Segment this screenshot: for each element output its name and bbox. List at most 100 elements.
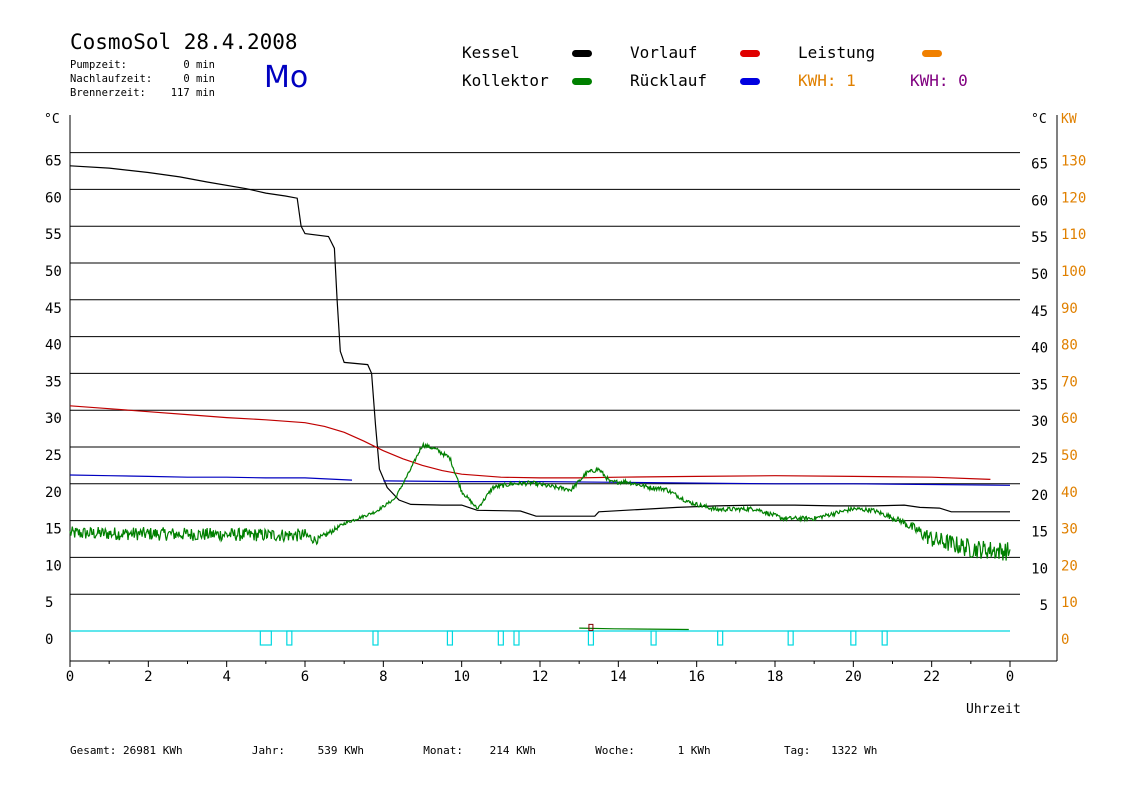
kw-tick-label-80: 80 (1061, 338, 1078, 354)
y-tick-right-label-65: 65 (1031, 157, 1048, 173)
y-tick-label-30: 30 (45, 411, 62, 427)
kw-tick-label-70: 70 (1061, 374, 1078, 390)
kw-tick-label-60: 60 (1061, 411, 1078, 427)
cyan-marker-9 (787, 630, 794, 646)
x-tick-label-5: 10 (453, 669, 470, 685)
footer-jahr-value: 539 KWh (317, 744, 364, 757)
y-tick-label-65: 65 (45, 154, 62, 170)
y-tick-right-label-15: 15 (1031, 525, 1048, 541)
x-tick-label-4: 8 (379, 669, 387, 685)
legend-ruecklauf-swatch (740, 78, 760, 85)
cyan-marker-7 (650, 630, 657, 646)
series-ruecklauf-3 (383, 480, 1011, 486)
stat-pumpzeit: Pumpzeit: 0 min (70, 59, 215, 71)
x-tick-label-0: 0 (66, 669, 74, 685)
series-leistung-5 (579, 627, 689, 631)
x-axis-label: Uhrzeit (966, 702, 1021, 717)
series-lines (69, 165, 1011, 631)
footer-tag-label: Tag: (783, 744, 811, 757)
y-tick-right-label-35: 35 (1031, 377, 1048, 393)
footer-woche-value: 1 KWh (677, 744, 711, 757)
y-tick-right-label-55: 55 (1031, 230, 1048, 246)
y-tick-right-label-5: 5 (1040, 598, 1048, 614)
footer-tag-value: 1322 Wh (831, 744, 878, 757)
kw-tick-label-50: 50 (1061, 448, 1078, 464)
weekday-label: Mo (264, 60, 309, 95)
kw-tick-label-40: 40 (1061, 485, 1078, 501)
y-tick-right-label-50: 50 (1031, 267, 1048, 283)
cyan-markers (70, 623, 1010, 646)
y-axis-kw-unit: KW (1061, 112, 1077, 127)
x-tick-label-6: 12 (532, 669, 549, 685)
footer-gesamt-label: Gesamt: (70, 744, 117, 757)
x-tick-label-2: 4 (222, 669, 230, 685)
page-title: CosmoSol 28.4.2008 (70, 30, 298, 54)
grid-lines (69, 115, 1058, 667)
y-tick-label-50: 50 (45, 264, 62, 280)
series-ruecklauf-2 (69, 474, 353, 481)
cyan-marker-0 (259, 630, 272, 646)
y-tick-right-label-20: 20 (1031, 488, 1048, 504)
x-tick-label-7: 14 (610, 669, 627, 685)
kw-tick-label-30: 30 (1061, 522, 1078, 538)
x-tick-label-10: 20 (845, 669, 862, 685)
kw-tick-label-110: 110 (1061, 227, 1086, 243)
y-tick-label-40: 40 (45, 338, 62, 354)
x-tick-label-3: 6 (301, 669, 309, 685)
cyan-marker-1 (286, 630, 293, 646)
cyan-marker-5 (513, 630, 520, 646)
footer-totals: Gesamt: 26981 KWh Jahr: 539 KWh Monat: 2… (70, 744, 877, 757)
footer-gesamt-value: 26981 KWh (122, 744, 183, 757)
cyan-marker-2 (372, 630, 379, 646)
kw-tick-label-0: 0 (1061, 632, 1069, 648)
legend-ruecklauf-label: Rücklauf (630, 71, 708, 90)
x-tick-label-12: 0 (1006, 669, 1014, 685)
y-tick-right-label-25: 25 (1031, 451, 1048, 467)
kw-tick-label-130: 130 (1061, 154, 1086, 170)
cyan-marker-8 (717, 630, 724, 646)
x-tick-label-8: 16 (688, 669, 705, 685)
cyan-marker-10 (850, 630, 857, 646)
y-tick-label-10: 10 (45, 558, 62, 574)
legend-kessel-swatch (572, 50, 592, 57)
kw-tick-label-120: 120 (1061, 190, 1086, 206)
y-tick-right-label-45: 45 (1031, 304, 1048, 320)
cyan-marker-4 (497, 630, 504, 646)
cyan-marker-11 (881, 630, 888, 646)
y-tick-right-label-40: 40 (1031, 341, 1048, 357)
legend-vorlauf-swatch (740, 50, 760, 57)
cyan-marker-6 (587, 630, 595, 646)
stat-nachlaufzeit: Nachlaufzeit: 0 min (70, 73, 215, 85)
cyan-marker-3 (446, 630, 454, 646)
legend-kessel-label: Kessel (462, 43, 520, 62)
burner-marker (588, 623, 594, 631)
footer-monat-label: Monat: (423, 744, 463, 757)
series-vorlauf-1 (69, 405, 991, 480)
y-tick-label-45: 45 (45, 301, 62, 317)
y-tick-label-35: 35 (45, 374, 62, 390)
kw-tick-label-90: 90 (1061, 301, 1078, 317)
y-tick-right-label-10: 10 (1031, 561, 1048, 577)
footer-monat-value: 214 KWh (489, 744, 536, 757)
y-axis-right-unit: °C (1031, 112, 1047, 127)
x-tick-label-1: 2 (144, 669, 152, 685)
y-tick-right-label-60: 60 (1031, 193, 1048, 209)
y-tick-label-15: 15 (45, 522, 62, 538)
y-tick-label-5: 5 (45, 595, 53, 611)
y-axis-left-unit: °C (44, 112, 60, 127)
legend-kwh0-label: KWH: 0 (910, 71, 968, 90)
legend-leistung-label: Leistung (798, 43, 876, 62)
y-tick-label-60: 60 (45, 190, 62, 206)
kw-tick-label-10: 10 (1061, 595, 1078, 611)
y-tick-label-25: 25 (45, 448, 62, 464)
y-tick-label-0: 0 (45, 632, 53, 648)
x-tick-label-11: 22 (923, 669, 940, 685)
y-tick-label-20: 20 (45, 485, 62, 501)
footer-woche-label: Woche: (595, 744, 635, 757)
kw-tick-label-100: 100 (1061, 264, 1086, 280)
legend-kollektor-swatch (572, 78, 592, 85)
legend-kollektor-label: Kollektor (462, 71, 549, 90)
y-tick-right-label-30: 30 (1031, 414, 1048, 430)
